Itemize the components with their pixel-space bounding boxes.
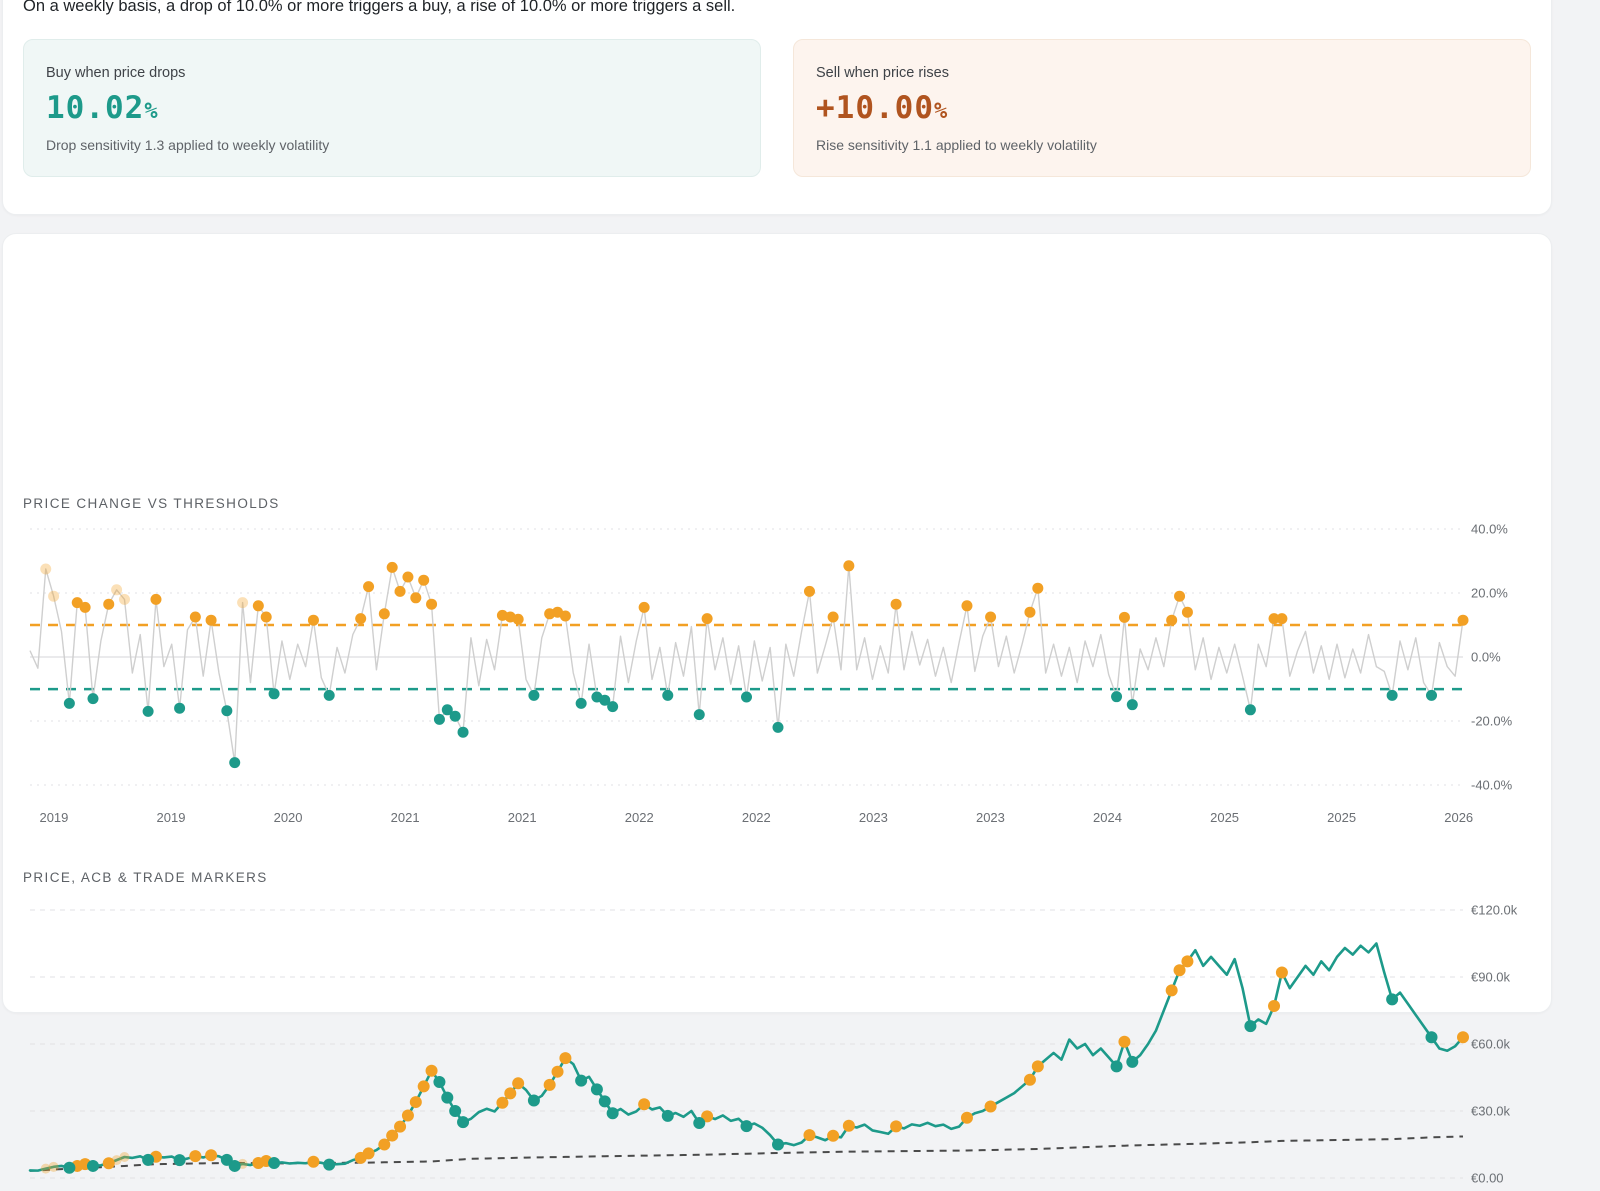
svg-text:-40.0%: -40.0% (1471, 778, 1513, 793)
percent-unit: % (144, 99, 159, 124)
svg-text:-20.0%: -20.0% (1471, 714, 1513, 729)
svg-text:2023: 2023 (859, 810, 888, 825)
price-acb-chart[interactable]: €120.0k €90.0k €60.0k €30.0k €0.00 (23, 889, 1535, 1191)
charts-panel: PRICE CHANGE VS THRESHOLDS 40.0% 20.0% 0.0… (2, 233, 1552, 1186)
price-change-chart[interactable]: 40.0% 20.0% 0.0% -20.0% -40.0% 2019 2019 2020 20… (23, 519, 1535, 834)
summary-panel: On a weekly basis, a drop of 10.0% or mo… (2, 0, 1552, 215)
strategy-description: On a weekly basis, a drop of 10.0% or mo… (23, 0, 736, 15)
svg-text:€30.0k: €30.0k (1471, 1104, 1511, 1119)
buy-card-subtitle: Drop sensitivity 1.3 applied to weekly v… (46, 137, 330, 153)
svg-text:€90.0k: €90.0k (1471, 970, 1511, 985)
change-chart-title: PRICE CHANGE VS THRESHOLDS (23, 496, 280, 511)
svg-text:20.0%: 20.0% (1471, 586, 1508, 601)
svg-text:2024: 2024 (1093, 810, 1122, 825)
svg-text:2019: 2019 (39, 810, 68, 825)
buy-card-title: Buy when price drops (46, 65, 186, 81)
price-chart-title: PRICE, ACB & TRADE MARKERS (23, 870, 268, 885)
svg-text:2022: 2022 (742, 810, 771, 825)
svg-text:€60.0k: €60.0k (1471, 1037, 1511, 1052)
svg-text:2020: 2020 (274, 810, 303, 825)
buy-threshold-card: Buy when price drops 10.02% Drop sensiti… (23, 39, 761, 177)
svg-text:2026: 2026 (1444, 810, 1473, 825)
sell-threshold-card: Sell when price rises +10.00% Rise sensi… (793, 39, 1531, 177)
svg-text:2021: 2021 (391, 810, 420, 825)
svg-text:2023: 2023 (976, 810, 1005, 825)
svg-text:2025: 2025 (1327, 810, 1356, 825)
svg-text:2019: 2019 (157, 810, 186, 825)
svg-text:€0.00: €0.00 (1471, 1171, 1504, 1186)
sell-card-title: Sell when price rises (816, 65, 949, 81)
buy-threshold-value: 10.02% (46, 90, 159, 126)
svg-text:2022: 2022 (625, 810, 654, 825)
svg-text:€120.0k: €120.0k (1471, 903, 1518, 918)
percent-unit: % (933, 99, 949, 124)
svg-text:0.0%: 0.0% (1471, 650, 1501, 665)
sell-threshold-value: +10.00% (816, 90, 949, 126)
sell-card-subtitle: Rise sensitivity 1.1 applied to weekly v… (816, 137, 1097, 153)
svg-text:2021: 2021 (508, 810, 537, 825)
svg-text:2025: 2025 (1210, 810, 1239, 825)
svg-text:40.0%: 40.0% (1471, 522, 1508, 537)
